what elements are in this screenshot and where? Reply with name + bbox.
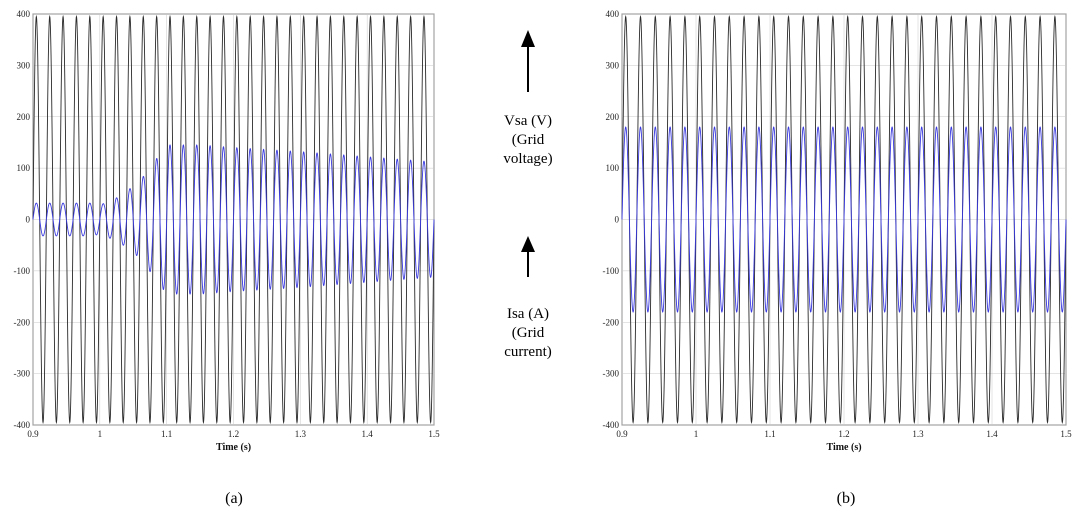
x-tick-label: 1.3 (295, 429, 307, 439)
current-legend: Isa (A) (Grid current) (468, 305, 588, 362)
y-tick-label: 100 (17, 163, 31, 173)
voltage-symbol: Vsa (V) (504, 113, 552, 129)
y-tick-label: 100 (606, 163, 620, 173)
current-desc-line2: current) (504, 344, 552, 360)
x-tick-label: 1.1 (161, 429, 172, 439)
x-axis-label: Time (s) (826, 442, 861, 453)
current-symbol: Isa (A) (506, 306, 550, 322)
y-tick-label: 0 (615, 215, 620, 225)
y-tick-label: -300 (603, 369, 620, 379)
x-tick-label: 1.4 (362, 429, 374, 439)
x-tick-label: 1 (694, 429, 699, 439)
y-tick-label: -100 (14, 266, 31, 276)
x-tick-label: 1.5 (428, 429, 440, 439)
panel-a: 0.9 1 1.1 1.2 1.3 1.4 1.5 400 300 200 100 0 -100 -200… (14, 9, 441, 507)
y-tick-label: -100 (603, 266, 620, 276)
y-tick-label: 0 (26, 215, 31, 225)
y-tick-label: 200 (17, 112, 31, 122)
panel-b: 0.9 1 1.1 1.2 1.3 1.4 1.5 400 300 200 100 0 -100 -200… (603, 9, 1073, 507)
y-tick-label: 400 (17, 9, 31, 19)
x-tick-label: 1 (98, 429, 103, 439)
y-tick-label: -200 (603, 317, 620, 327)
voltage-legend: Vsa (V) (Grid voltage) (468, 112, 588, 169)
panel-caption: (b) (837, 490, 856, 507)
x-tick-label: 1.2 (838, 429, 849, 439)
y-tick-label: -400 (603, 420, 620, 430)
voltage-desc-line2: voltage) (503, 151, 553, 167)
x-tick-label: 1.2 (228, 429, 239, 439)
panel-caption: (a) (225, 490, 243, 507)
x-tick-label: 1.3 (912, 429, 924, 439)
y-tick-label: -300 (14, 369, 31, 379)
voltage-desc-line1: (Grid (511, 132, 545, 148)
current-series-line (621, 126, 1067, 313)
x-axis-label: Time (s) (216, 442, 251, 453)
x-tick-label: 0.9 (616, 429, 628, 439)
current-arrow-icon (521, 236, 535, 277)
y-tick-label: -200 (14, 317, 31, 327)
y-tick-label: 300 (17, 60, 31, 70)
x-tick-label: 1.5 (1060, 429, 1072, 439)
x-tick-label: 0.9 (27, 429, 39, 439)
x-tick-label: 1.4 (986, 429, 998, 439)
current-desc-line1: (Grid (511, 325, 545, 341)
y-tick-label: 400 (606, 9, 620, 19)
y-tick-label: -400 (14, 420, 31, 430)
voltage-arrow-icon (521, 30, 535, 92)
y-tick-label: 300 (606, 60, 620, 70)
current-series-line (32, 144, 435, 295)
x-tick-label: 1.1 (764, 429, 775, 439)
y-tick-label: 200 (606, 112, 620, 122)
